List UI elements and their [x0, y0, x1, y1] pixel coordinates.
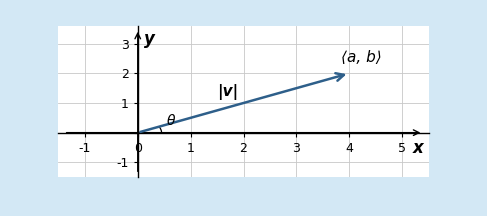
- Bar: [138, 44, 349, 162]
- Text: x: x: [412, 139, 423, 157]
- Text: ⟨a, b⟩: ⟨a, b⟩: [341, 50, 382, 65]
- Text: |v|: |v|: [217, 84, 238, 100]
- Text: y: y: [144, 30, 155, 48]
- Text: θ: θ: [166, 114, 175, 129]
